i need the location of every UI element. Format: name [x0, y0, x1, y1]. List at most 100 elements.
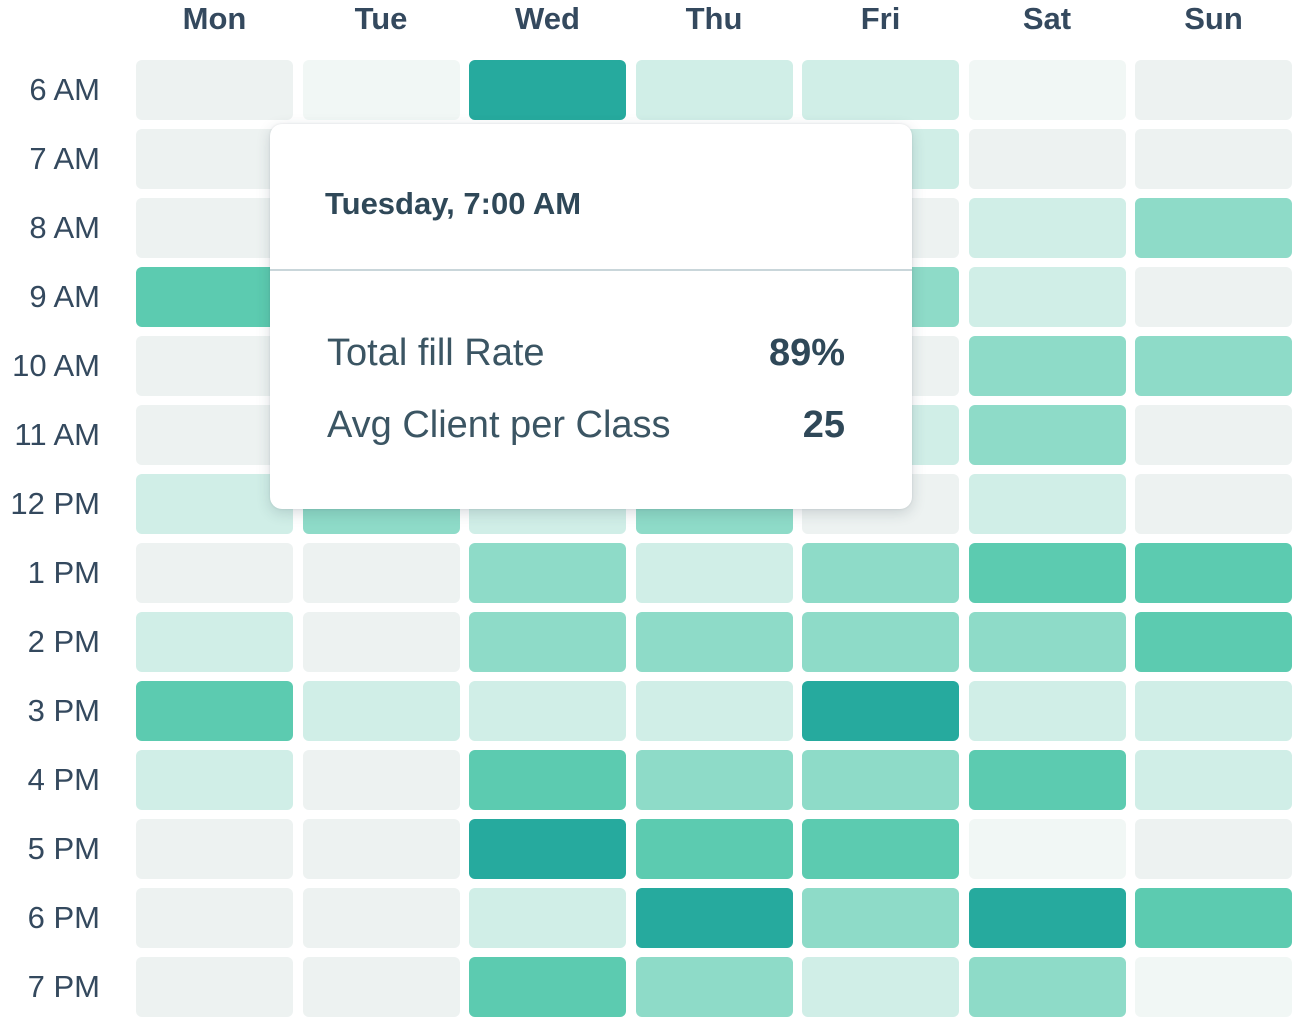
day-label-wed: Wed — [515, 1, 580, 36]
heatmap-cell[interactable] — [635, 60, 793, 120]
heatmap-cell[interactable] — [1135, 336, 1292, 396]
heatmap-cell[interactable] — [968, 129, 1126, 189]
heatmap-cell[interactable] — [469, 888, 626, 948]
heatmap-cell[interactable] — [1135, 129, 1292, 189]
avg-clients-value: 25 — [802, 404, 845, 446]
hour-label-1-pm: 1 PM — [27, 555, 100, 590]
heatmap-cell[interactable] — [136, 819, 293, 879]
hour-label-6-am: 6 AM — [29, 72, 100, 107]
day-label-mon: Mon — [182, 1, 247, 36]
heatmap-cell[interactable] — [302, 60, 460, 120]
heatmap-cell[interactable] — [136, 750, 293, 810]
heatmap-cell[interactable] — [968, 267, 1126, 327]
heatmap-cell[interactable] — [302, 612, 460, 672]
heatmap-cell[interactable] — [1135, 198, 1292, 258]
heatmap-cell[interactable] — [635, 888, 793, 948]
hour-label-9-am: 9 AM — [29, 279, 100, 314]
hour-label-12-pm: 12 PM — [10, 486, 100, 521]
heatmap-cell[interactable] — [469, 957, 626, 1017]
heatmap-cell[interactable] — [1135, 681, 1292, 741]
heatmap-cell[interactable] — [635, 612, 793, 672]
tooltip-title: Tuesday, 7:00 AM — [325, 186, 582, 221]
hour-label-8-am: 8 AM — [29, 210, 100, 245]
fill-rate-value: 89% — [768, 332, 845, 374]
heatmap-cell[interactable] — [136, 267, 293, 327]
heatmap-cell[interactable] — [136, 198, 293, 258]
heatmap-cell[interactable] — [1135, 474, 1292, 534]
heatmap-cell[interactable] — [802, 957, 959, 1017]
heatmap-cell[interactable] — [968, 336, 1126, 396]
heatmap-cell[interactable] — [802, 60, 959, 120]
heatmap-cell[interactable] — [302, 957, 460, 1017]
heatmap-cell[interactable] — [1135, 267, 1292, 327]
hour-label-10-am: 10 AM — [12, 348, 100, 383]
heatmap-cell[interactable] — [635, 819, 793, 879]
day-label-tue: Tue — [354, 1, 408, 36]
hour-label-2-pm: 2 PM — [27, 624, 100, 659]
hour-label-3-pm: 3 PM — [27, 693, 100, 728]
heatmap-cell[interactable] — [1135, 543, 1292, 603]
heatmap-cell[interactable] — [1135, 612, 1292, 672]
heatmap-cell[interactable] — [302, 543, 460, 603]
heatmap-tooltip: Tuesday, 7:00 AM Total fill Rate 89% Avg… — [270, 124, 912, 509]
heatmap-cell[interactable] — [1135, 750, 1292, 810]
heatmap-cell[interactable] — [635, 957, 793, 1017]
heatmap-cell[interactable] — [968, 543, 1126, 603]
heatmap-cell[interactable] — [302, 750, 460, 810]
heatmap-cell[interactable] — [136, 681, 293, 741]
heatmap-cell[interactable] — [802, 612, 959, 672]
heatmap-cell[interactable] — [968, 750, 1126, 810]
heatmap-cell[interactable] — [1135, 60, 1292, 120]
heatmap-cell[interactable] — [136, 129, 293, 189]
tooltip-row-avg-clients: Avg Client per Class 25 — [327, 404, 845, 454]
heatmap-cell[interactable] — [802, 750, 959, 810]
hour-label-4-pm: 4 PM — [27, 762, 100, 797]
heatmap-cell[interactable] — [1135, 888, 1292, 948]
day-label-fri: Fri — [860, 1, 901, 36]
hour-label-6-pm: 6 PM — [27, 900, 100, 935]
heatmap-cell[interactable] — [469, 750, 626, 810]
fill-rate-label: Total fill Rate — [327, 332, 545, 374]
heatmap-cell[interactable] — [469, 60, 626, 120]
heatmap-cell[interactable] — [968, 681, 1126, 741]
heatmap-cell[interactable] — [136, 474, 293, 534]
day-label-sat: Sat — [1022, 1, 1072, 36]
heatmap-cell[interactable] — [136, 612, 293, 672]
heatmap-cell[interactable] — [968, 60, 1126, 120]
heatmap-cell[interactable] — [136, 336, 293, 396]
heatmap-cell[interactable] — [469, 612, 626, 672]
hour-label-7-pm: 7 PM — [27, 969, 100, 1004]
tooltip-divider — [270, 269, 912, 271]
heatmap-cell[interactable] — [635, 543, 793, 603]
heatmap-cell[interactable] — [968, 474, 1126, 534]
heatmap-cell[interactable] — [1135, 819, 1292, 879]
heatmap-cell[interactable] — [635, 750, 793, 810]
heatmap-cell[interactable] — [968, 957, 1126, 1017]
heatmap-cell[interactable] — [802, 681, 959, 741]
heatmap-cell[interactable] — [136, 888, 293, 948]
heatmap-cell[interactable] — [802, 888, 959, 948]
heatmap-cell[interactable] — [968, 198, 1126, 258]
heatmap-cell[interactable] — [136, 60, 293, 120]
heatmap-cell[interactable] — [302, 888, 460, 948]
day-label-sun: Sun — [1184, 1, 1243, 36]
heatmap-cell[interactable] — [469, 543, 626, 603]
heatmap-cell[interactable] — [1135, 405, 1292, 465]
heatmap-cell[interactable] — [635, 681, 793, 741]
heatmap-cell[interactable] — [302, 819, 460, 879]
tooltip-row-fill-rate: Total fill Rate 89% — [327, 332, 845, 382]
heatmap-cell[interactable] — [802, 819, 959, 879]
heatmap-cell[interactable] — [1135, 957, 1292, 1017]
heatmap-cell[interactable] — [136, 957, 293, 1017]
heatmap-cell[interactable] — [469, 819, 626, 879]
heatmap-cell[interactable] — [469, 681, 626, 741]
heatmap-cell[interactable] — [968, 612, 1126, 672]
heatmap-cell[interactable] — [802, 543, 959, 603]
heatmap-cell[interactable] — [968, 888, 1126, 948]
heatmap-cell[interactable] — [136, 543, 293, 603]
heatmap-cell[interactable] — [968, 405, 1126, 465]
heatmap-cell[interactable] — [136, 405, 293, 465]
heatmap-cell[interactable] — [302, 681, 460, 741]
hour-label-11-am: 11 AM — [14, 417, 100, 452]
heatmap-cell[interactable] — [968, 819, 1126, 879]
